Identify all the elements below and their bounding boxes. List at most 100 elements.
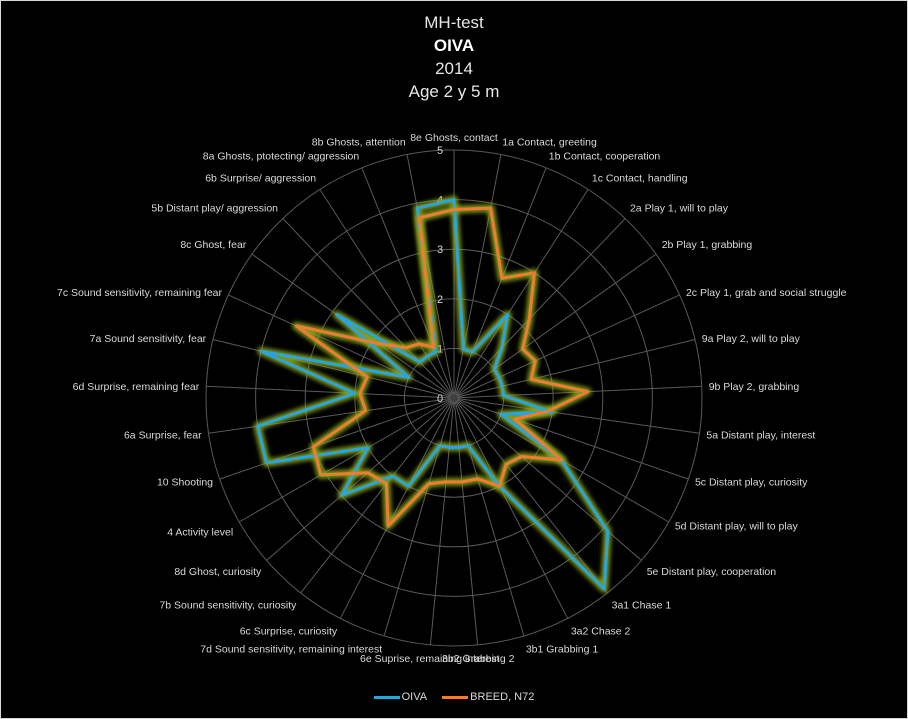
chart-title: MH-test OIVA 2014 Age 2 y 5 m xyxy=(1,11,907,103)
category-label: 2a Play 1, will to play xyxy=(630,202,729,214)
data-point-oiva xyxy=(256,425,259,428)
data-point-breed xyxy=(513,417,517,421)
r-tick-label-0: 0 xyxy=(437,393,443,405)
category-label: 1c Contact, handling xyxy=(592,172,688,184)
grid-spoke-24 xyxy=(219,397,455,480)
data-point-oiva xyxy=(416,206,419,210)
data-point-oiva xyxy=(366,446,370,449)
grid-spoke-20 xyxy=(339,397,455,619)
data-point-breed xyxy=(376,342,379,345)
data-point-breed xyxy=(417,342,421,345)
data-point-breed xyxy=(504,463,508,466)
category-label: 7c Sound sensitivity, remaining fear xyxy=(57,287,222,299)
data-point-breed xyxy=(498,485,501,488)
data-point-breed xyxy=(452,208,456,211)
category-label: 10 Shooting xyxy=(157,476,213,488)
category-label: 2c Play 1, grab and social struggle xyxy=(686,287,847,299)
category-label: 8b Ghosts, attention xyxy=(312,137,406,149)
data-point-oiva xyxy=(407,376,411,379)
grid-spoke-10 xyxy=(453,397,700,434)
grid-spoke-7 xyxy=(453,294,680,399)
data-point-oiva xyxy=(335,313,338,316)
r-tick-label-1: 1 xyxy=(437,343,443,355)
series-glow-oiva xyxy=(253,195,612,593)
data-point-breed xyxy=(444,480,448,484)
grid-spoke-32 xyxy=(361,167,455,399)
data-point-oiva xyxy=(340,494,343,497)
grid-spoke-22 xyxy=(266,397,455,561)
legend-label-breed: BREED, N72 xyxy=(470,691,535,703)
legend-swatch-oiva xyxy=(373,695,400,699)
data-point-oiva xyxy=(506,313,509,316)
data-point-oiva xyxy=(426,355,429,358)
data-point-breed xyxy=(427,482,430,485)
title-line-1: MH-test xyxy=(424,13,484,32)
data-point-oiva xyxy=(606,530,609,533)
grid-spoke-17 xyxy=(453,397,479,645)
legend-label-oiva: OIVA xyxy=(401,691,428,703)
grid-spoke-16 xyxy=(453,397,525,637)
category-label: 8a Ghosts, ptotecting/ aggression xyxy=(203,150,360,162)
grid-spoke-33 xyxy=(406,154,455,399)
data-point-oiva xyxy=(391,474,394,478)
category-label: 8d Ghost, curiosity xyxy=(174,566,262,578)
data-point-oiva xyxy=(603,587,606,591)
data-point-oiva xyxy=(418,360,421,364)
data-point-breed xyxy=(364,409,367,412)
category-label: 3b2 Grabbing 2 xyxy=(442,653,515,665)
data-point-breed xyxy=(366,375,369,379)
data-point-oiva xyxy=(502,394,505,397)
data-point-oiva xyxy=(493,368,496,371)
data-point-breed xyxy=(500,277,504,280)
data-point-oiva xyxy=(353,392,357,395)
category-label: 7b Sound sensitivity, curiosity xyxy=(159,599,297,611)
category-label: 5c Distant play, curiosity xyxy=(695,476,808,488)
grid-spoke-26 xyxy=(206,385,455,399)
category-label: 9b Play 2, grabbing xyxy=(709,381,800,393)
category-label: 1b Contact, cooperation xyxy=(549,150,661,162)
data-point-breed xyxy=(460,480,464,484)
category-label: 6d Surprise, remaining fear xyxy=(73,381,200,393)
category-label: 5a Distant play, interest xyxy=(706,429,815,441)
category-label: 1a Contact, greeting xyxy=(502,137,597,149)
title-line-2: OIVA xyxy=(433,36,475,55)
data-point-oiva xyxy=(448,446,451,449)
data-point-breed xyxy=(529,378,533,381)
data-point-oiva xyxy=(457,446,460,449)
data-point-oiva xyxy=(434,350,437,354)
category-label: 6e Suprise, remaining interest xyxy=(360,653,500,665)
data-point-oiva xyxy=(407,485,410,488)
category-label: 5d Distant play, will to play xyxy=(675,521,799,533)
category-label: 3b1 Grabbing 1 xyxy=(526,644,599,656)
data-point-oiva xyxy=(438,444,442,447)
data-point-breed xyxy=(546,410,549,413)
category-label: 8e Ghosts, contact xyxy=(410,132,498,144)
grid-spoke-21 xyxy=(300,397,455,594)
data-point-oiva xyxy=(499,413,503,416)
legend-item-breed: BREED, N72 xyxy=(442,691,534,703)
category-label: 9a Play 2, will to play xyxy=(702,333,801,345)
title-line-3: 2014 xyxy=(435,59,473,78)
data-point-breed xyxy=(319,473,322,477)
category-label: 6c Surprise, curiosity xyxy=(240,626,338,638)
grid-spoke-19 xyxy=(383,397,455,637)
category-label: 6b Surprise/ aggression xyxy=(205,172,316,184)
data-point-oiva xyxy=(260,350,263,353)
series-line-oiva xyxy=(256,198,610,591)
data-point-breed xyxy=(386,524,390,528)
grid-spoke-31 xyxy=(319,189,455,399)
data-point-breed xyxy=(533,271,536,274)
series-line-breed xyxy=(294,206,590,528)
data-point-oiva xyxy=(501,385,504,388)
category-label: 3a1 Chase 1 xyxy=(612,599,672,611)
legend: OIVA BREED, N72 xyxy=(1,691,907,703)
data-point-oiva xyxy=(551,410,554,414)
legend-swatch-breed xyxy=(442,695,469,699)
data-point-oiva xyxy=(466,444,470,447)
data-point-oiva xyxy=(265,461,268,465)
legend-item-oiva: OIVA xyxy=(373,691,428,703)
category-label: 5e Distant play, cooperation xyxy=(647,566,777,578)
center-marker xyxy=(450,394,458,402)
data-point-breed xyxy=(521,347,524,351)
